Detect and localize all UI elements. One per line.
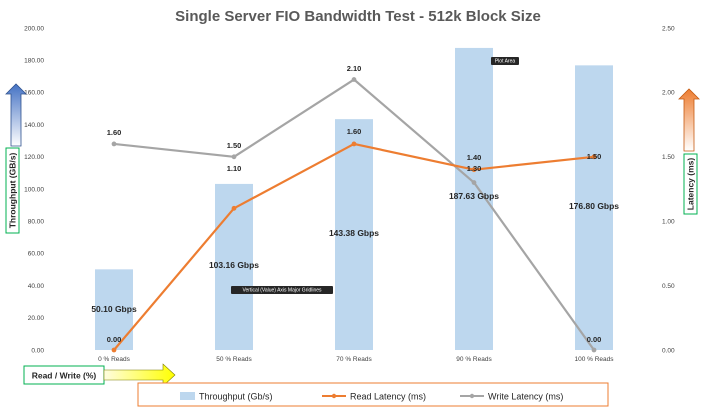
read-latency-value-label: 1.50	[587, 152, 602, 161]
x-axis-title: Read / Write (%)	[32, 371, 97, 381]
legend: Throughput (Gb/s) Read Latency (ms) Writ…	[137, 382, 609, 407]
legend-read-latency-label: Read Latency (ms)	[350, 392, 426, 402]
left-tick-label: 140.00	[24, 122, 44, 129]
left-tick-label: 180.00	[24, 58, 44, 65]
left-tick-label: 40.00	[28, 283, 45, 290]
read-latency-ms-point	[111, 347, 117, 353]
legend-write-latency-label: Write Latency (ms)	[488, 392, 563, 402]
write-latency-ms-point	[231, 154, 237, 160]
tooltip-gridlines-box	[231, 286, 333, 294]
write-latency-ms-point	[351, 77, 357, 82]
right-axis-ticks: 0.00 0.50 1.00 1.50 2.00 2.50	[662, 25, 675, 354]
bar-50-reads	[215, 183, 253, 350]
write-latency-value-label: 1.60	[107, 128, 122, 137]
legend-read-latency-marker	[331, 393, 337, 399]
read-latency-value-label: 1.10	[227, 164, 242, 173]
right-tick-label: 1.50	[662, 154, 675, 161]
read-latency-ms-point	[231, 205, 237, 211]
bar-value-label: 50.10 Gbps	[91, 304, 137, 314]
tooltip-plot-area-text: Plot Area	[495, 59, 516, 65]
data-labels: 50.10 Gbps 103.16 Gbps 143.38 Gbps 187.63 G…	[91, 64, 619, 344]
bar-value-label: 103.16 Gbps	[209, 260, 259, 270]
left-axis-title: Throughput (GB/s)	[8, 153, 18, 229]
write-latency-ms-point	[471, 180, 477, 185]
right-tick-label: 0.50	[662, 283, 675, 290]
read-latency-value-label: 0.00	[107, 335, 122, 344]
right-tick-label: 2.00	[662, 90, 675, 97]
right-axis-arrow-icon	[678, 88, 700, 152]
category-label-0-reads: 0 % Reads	[98, 356, 131, 363]
right-axis-title-box	[683, 153, 698, 215]
bar-value-label: 176.80 Gbps	[569, 201, 619, 211]
read-latency-value-label: 1.60	[347, 127, 362, 136]
legend-throughput-swatch	[180, 392, 195, 400]
left-axis-arrow-icon	[5, 83, 27, 147]
bars-group	[95, 47, 613, 351]
left-tick-label: 120.00	[24, 154, 44, 161]
category-axis: 0 % Reads 50 % Reads 70 % Reads 90 % Reads 1…	[98, 356, 614, 363]
bar-value-label: 143.38 Gbps	[329, 228, 379, 238]
read-latency-ms-point	[351, 141, 357, 147]
right-tick-label: 2.50	[662, 25, 675, 32]
tooltip-plot-area: Plot Area	[491, 57, 519, 65]
tooltip-gridlines-text: Vertical (Value) Axis Major Gridlines	[242, 288, 322, 294]
left-tick-label: 80.00	[28, 219, 45, 226]
bar-70-reads	[335, 119, 373, 350]
write-latency-ms-point	[591, 347, 597, 353]
left-tick-label: 20.00	[28, 315, 45, 322]
read-latency-ms-point	[591, 154, 597, 160]
bar-100-reads	[575, 65, 613, 351]
category-label-50-reads: 50 % Reads	[216, 356, 252, 363]
left-tick-label: 200.00	[24, 25, 44, 32]
write-latency-value-label: 2.10	[347, 64, 362, 73]
write-latency-ms-point	[111, 141, 117, 147]
left-tick-label: 0.00	[31, 347, 44, 354]
write-latency-value-label: 0.00	[587, 335, 602, 344]
left-tick-label: 60.00	[28, 251, 45, 258]
bar-value-label: 187.63 Gbps	[449, 191, 499, 201]
legend-write-latency-marker	[469, 393, 475, 399]
left-axis-title-box	[5, 147, 20, 234]
write-latency-value-label: 1.50	[227, 141, 242, 150]
category-label-90-reads: 90 % Reads	[456, 356, 492, 363]
category-label-100-reads: 100 % Reads	[574, 356, 614, 363]
read-latency-ms-point	[471, 167, 477, 173]
write-latency-value-label: 1.30	[467, 164, 482, 173]
lines-group	[111, 77, 597, 353]
legend-throughput-label: Throughput (Gb/s)	[199, 392, 273, 402]
right-tick-label: 1.00	[662, 219, 675, 226]
right-axis-title: Latency (ms)	[686, 158, 696, 211]
left-tick-label: 100.00	[24, 186, 44, 193]
x-axis-arrow-icon	[103, 363, 176, 387]
category-label-70-reads: 70 % Reads	[336, 356, 372, 363]
legend-box	[137, 382, 609, 407]
left-axis-ticks: 0.00 20.00 40.00 60.00 80.00 100.00 120.00 140.…	[24, 25, 44, 354]
right-tick-label: 0.00	[662, 347, 675, 354]
read-latency-value-label: 1.40	[467, 153, 482, 162]
chart-title: Single Server FIO Bandwidth Test - 512k …	[175, 8, 541, 25]
tooltip-gridlines: Vertical (Value) Axis Major Gridlines	[231, 286, 333, 294]
left-tick-label: 160.00	[24, 90, 44, 97]
tooltip-plot-area-box	[491, 57, 519, 65]
